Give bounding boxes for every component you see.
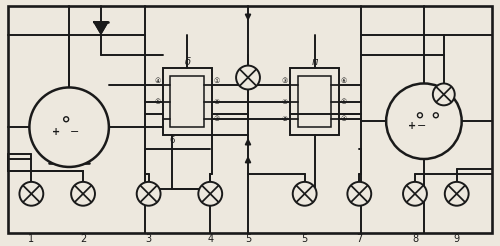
Circle shape <box>348 182 371 206</box>
Circle shape <box>198 182 222 206</box>
Circle shape <box>403 182 427 206</box>
Circle shape <box>20 182 44 206</box>
Text: б: б <box>184 57 190 67</box>
Bar <box>162 68 212 135</box>
Text: п: п <box>312 57 318 67</box>
Text: 8: 8 <box>412 233 418 244</box>
Text: ③: ③ <box>213 116 220 122</box>
Text: 5: 5 <box>302 233 308 244</box>
Text: 6: 6 <box>170 136 175 145</box>
Text: −: − <box>417 121 426 131</box>
Text: −: − <box>70 127 79 137</box>
Text: 4: 4 <box>207 233 214 244</box>
Text: ③: ③ <box>282 78 288 84</box>
Text: ④: ④ <box>154 78 160 84</box>
Text: ④: ④ <box>340 116 346 122</box>
Circle shape <box>433 83 454 105</box>
Bar <box>290 68 340 135</box>
Text: 3: 3 <box>146 233 152 244</box>
Bar <box>298 76 332 127</box>
Circle shape <box>71 182 95 206</box>
Polygon shape <box>94 22 108 34</box>
Text: +: + <box>408 121 416 131</box>
Text: ⑤: ⑤ <box>154 99 160 105</box>
Circle shape <box>30 87 109 167</box>
Circle shape <box>236 66 260 90</box>
Text: ⑤: ⑤ <box>340 99 346 105</box>
Bar <box>170 76 204 127</box>
Circle shape <box>136 182 160 206</box>
Text: ②: ② <box>213 99 220 105</box>
Circle shape <box>292 182 316 206</box>
Circle shape <box>386 83 462 159</box>
Text: 1: 1 <box>28 233 34 244</box>
Text: 9: 9 <box>454 233 460 244</box>
Text: ②: ② <box>282 99 288 105</box>
Circle shape <box>445 182 468 206</box>
Text: 7: 7 <box>356 233 362 244</box>
Text: ⑥: ⑥ <box>340 78 346 84</box>
Text: +: + <box>52 127 60 137</box>
Text: ①: ① <box>213 78 220 84</box>
Text: ⑦: ⑦ <box>282 116 288 122</box>
Text: 2: 2 <box>80 233 86 244</box>
Text: 5: 5 <box>245 233 251 244</box>
